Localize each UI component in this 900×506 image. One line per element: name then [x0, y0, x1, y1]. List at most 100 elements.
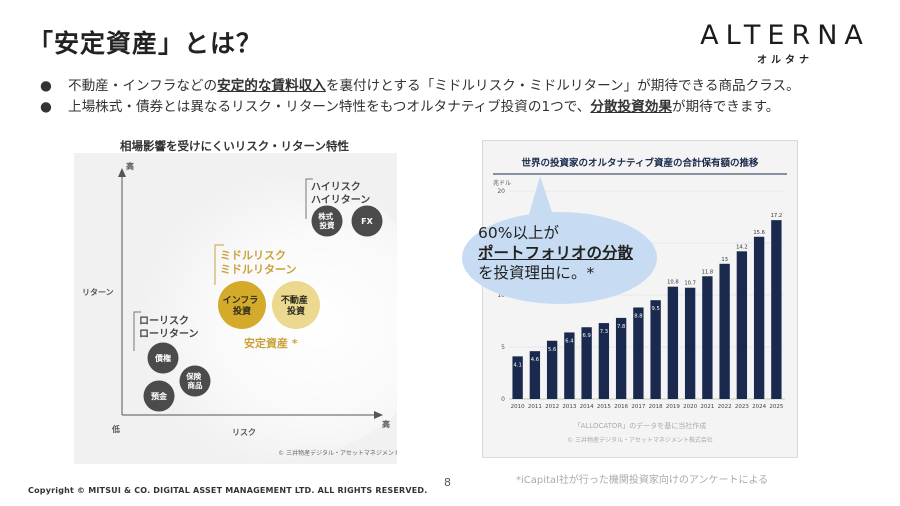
bullet-text: 上場株式・債券とは異なるリスク・リターン特性をもつオルタナティブ投資の1つで、 [68, 99, 591, 115]
x-axis-label: リスク [232, 427, 256, 437]
diagram-title: 相場影響を受けにくいリスク・リターン特性 [120, 139, 349, 153]
x-tick-label: 2014 [580, 404, 594, 410]
bar-2012 [546, 340, 558, 399]
bullet-dot: ● [40, 99, 52, 115]
x-tick-label: 2011 [528, 404, 542, 410]
bar-value-label: 4.6 [531, 357, 539, 363]
bar-value-label: 15.6 [753, 230, 765, 236]
y-axis-arrow [118, 168, 126, 177]
bar-value-label: 10.7 [684, 281, 696, 287]
bullet-item: ● 不動産・インフラなどの安定的な賃料収入を裏付けとする「ミドルリスク・ミドルリ… [40, 76, 890, 97]
real-estate-circle [272, 281, 320, 329]
insurance-circle [179, 365, 211, 397]
y-tick-label: 10 [497, 292, 505, 299]
y-tick-label: 0 [501, 396, 505, 403]
bar-value-label: 7.8 [617, 324, 625, 330]
callout-text: 60%以上が ポートフォリオの分散 を投資理由に。* [478, 223, 633, 283]
bullet-dot: ● [40, 78, 52, 94]
bar-value-label: 13 [721, 257, 728, 263]
bar-value-label: 7.3 [600, 329, 608, 335]
x-tick-label: 2022 [718, 404, 732, 410]
bar-value-label: 4.1 [514, 362, 522, 368]
x-tick-label: 2025 [769, 404, 783, 410]
bullet-text: 不動産・インフラなどの [68, 78, 218, 94]
stocks-circle [311, 205, 343, 237]
x-tick-label: 2023 [735, 404, 749, 410]
chart-credit: © 三井物産デジタル・アセットマネジメント株式会社 [567, 436, 713, 444]
x-ticks: 2010 2011 2012 2013 2014 2015 2016 2017 2018 2019… [511, 404, 784, 410]
bullet-emphasis: 安定的な賃料収入 [217, 78, 326, 94]
bullet-item: ● 上場株式・債券とは異なるリスク・リターン特性をもつオルタナティブ投資の1つで… [40, 97, 890, 118]
y-high-label: 高 [126, 161, 134, 171]
x-tick-label: 2013 [562, 404, 576, 410]
callout-tail [528, 176, 554, 218]
bar-2019 [667, 286, 679, 399]
x-tick-label: 2015 [597, 404, 611, 410]
insurance-label: 保険 商品 [185, 371, 204, 390]
copyright: Copyright © MITSUI & CO. DIGITAL ASSET M… [28, 486, 428, 495]
bar-2021 [702, 276, 713, 399]
real-estate-label: 不動産 投資 [281, 294, 311, 317]
bar-value-label: 6.4 [565, 338, 574, 344]
high-risk-label: ハイリスク ハイリターン [311, 181, 370, 206]
deposit-label: 預金 [151, 391, 168, 401]
x-tick-label: 2019 [666, 404, 680, 410]
callout-line: を投資理由に。* [478, 264, 595, 282]
x-tick-label: 2012 [545, 404, 559, 410]
low-bracket [133, 311, 141, 351]
infra-label: インフラ 投資 [223, 295, 262, 317]
bar-2017 [633, 307, 644, 399]
fx-circle [351, 205, 383, 237]
bar-2024 [753, 236, 765, 399]
chart-unit-label: 兆ドル [493, 179, 511, 187]
bar-2020 [684, 287, 696, 399]
y-tick-label: 5 [501, 344, 505, 351]
chart-title: 世界の投資家のオルタナティブ資産の合計保有額の推移 [522, 157, 759, 169]
callout-bubble [462, 212, 657, 304]
x-tick-label: 2018 [649, 404, 663, 410]
bar-2018 [650, 300, 661, 399]
low-risk-label: ローリスク ローリターン [139, 315, 199, 340]
y-low-label: 低 [111, 424, 120, 434]
diagram-svg: 高 低 高 リターン リスク ハイリスク ハイリターン 株式 投資 FX ミドル… [82, 161, 397, 458]
high-bracket [305, 178, 313, 219]
bar-value-label: 9.5 [652, 306, 660, 312]
bar-2022 [719, 263, 730, 399]
x-tick-label: 2017 [631, 404, 645, 410]
infra-circle [218, 281, 266, 329]
logo-subtext: オルタナ [757, 55, 813, 66]
bar-value-label: 5.6 [548, 347, 556, 353]
bar-2015 [598, 323, 610, 399]
callout-line: 60%以上が [478, 224, 559, 242]
bar-value-label: 14.2 [736, 244, 748, 250]
bullet-text: を裏付けとする「ミドルリスク・ミドルリターン」が期待できる商品クラス。 [325, 78, 800, 94]
bonds-circle [147, 342, 179, 374]
bars: 4.1 4.6 5.6 6.4 6.9 7.3 7.8 8.8 9.5 10.8 10.7 11.8 1… [512, 213, 782, 399]
diagram-credit: © 三井物産デジタル・アセットマネジメント [278, 449, 397, 457]
bar-2010 [512, 356, 523, 399]
logo-text: ALTERNA [700, 20, 870, 51]
bar-2014 [581, 327, 592, 399]
x-tick-label: 2021 [700, 404, 714, 410]
bar-value-label: 8.8 [634, 313, 642, 319]
middle-risk-label: ミドルリスク ミドルリターン [220, 249, 296, 276]
x-tick-label: 2020 [683, 404, 697, 410]
bar-2013 [564, 332, 575, 399]
bar-value-label: 10.8 [667, 280, 679, 286]
bullet-emphasis: 分散投資効果 [590, 99, 672, 115]
x-tick-label: 2010 [511, 404, 525, 410]
bar-2016 [615, 317, 627, 399]
footnote: *iCapital社が行った機関投資家向けのアンケートによる [516, 475, 769, 486]
middle-bracket [214, 244, 224, 285]
deposit-circle [143, 380, 175, 412]
risk-return-diagram: 高 低 高 リターン リスク ハイリスク ハイリターン 株式 投資 FX ミドル… [74, 153, 397, 464]
bonds-label: 債権 [154, 353, 171, 363]
bar-2023 [736, 251, 748, 399]
bar-value-label: 11.8 [702, 269, 714, 275]
stable-asset-label: 安定資産 * [244, 336, 298, 350]
bar-value-label: 17.2 [771, 213, 783, 219]
bar-2025 [771, 220, 782, 399]
y-tick-label: 20 [497, 188, 505, 195]
bar-2011 [529, 351, 541, 399]
bullet-list: ● 不動産・インフラなどの安定的な賃料収入を裏付けとする「ミドルリスク・ミドルリ… [40, 76, 890, 118]
